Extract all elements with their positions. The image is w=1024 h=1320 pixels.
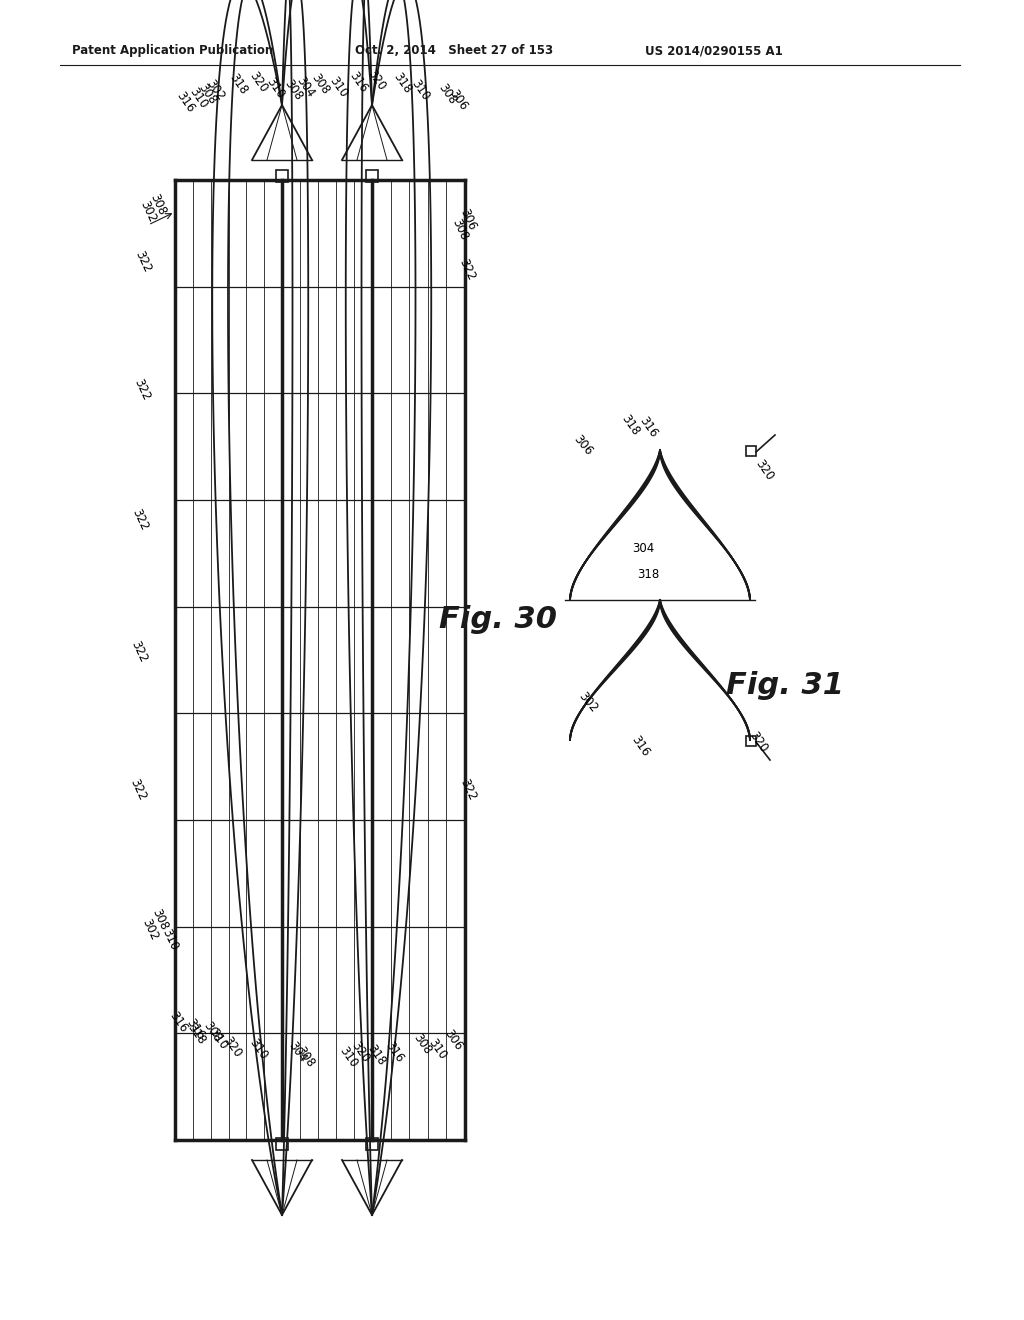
Text: 322: 322 (458, 777, 478, 803)
Text: 318: 318 (226, 71, 250, 96)
Text: 318: 318 (184, 1022, 208, 1047)
Text: 310: 310 (409, 77, 432, 103)
Text: 310: 310 (425, 1036, 449, 1061)
Text: 310: 310 (160, 927, 180, 953)
Bar (276, 170, 288, 182)
Text: 302: 302 (137, 199, 159, 224)
Text: 322: 322 (132, 249, 154, 275)
Text: 310: 310 (336, 1044, 359, 1069)
Text: 308: 308 (282, 77, 305, 103)
Text: 302: 302 (139, 917, 161, 942)
Text: 304: 304 (632, 541, 654, 554)
Text: 320: 320 (220, 1034, 244, 1060)
Text: 308: 308 (308, 71, 332, 96)
Text: 308: 308 (411, 1031, 434, 1057)
Text: 322: 322 (457, 257, 477, 282)
Text: 304: 304 (286, 1039, 308, 1065)
Text: 318: 318 (618, 412, 642, 438)
Text: 308: 308 (450, 218, 471, 243)
Text: 318: 318 (365, 1043, 388, 1068)
Text: 316: 316 (183, 1016, 207, 1041)
Text: Oct. 2, 2014   Sheet 27 of 153: Oct. 2, 2014 Sheet 27 of 153 (355, 44, 553, 57)
Text: 308: 308 (435, 82, 459, 107)
Text: 308: 308 (196, 82, 219, 107)
Text: 316: 316 (166, 1008, 189, 1035)
Text: 318: 318 (390, 70, 414, 96)
Text: 322: 322 (131, 378, 153, 403)
Text: Fig. 30: Fig. 30 (439, 606, 557, 635)
Text: 306: 306 (446, 87, 470, 112)
Text: 308: 308 (293, 1044, 316, 1069)
Bar (746, 737, 756, 746)
Text: 310: 310 (327, 74, 350, 100)
Text: 316: 316 (636, 414, 659, 440)
Text: 320: 320 (753, 457, 776, 483)
Text: 308: 308 (147, 193, 169, 218)
Text: 302: 302 (204, 77, 226, 103)
Text: 320: 320 (247, 69, 269, 95)
Text: 316: 316 (173, 90, 197, 115)
Text: 310: 310 (186, 86, 210, 111)
Text: 310: 310 (206, 1026, 229, 1052)
Text: 322: 322 (127, 777, 148, 803)
Text: 304: 304 (293, 74, 316, 100)
Text: 308: 308 (150, 907, 171, 933)
Text: 316: 316 (382, 1039, 406, 1065)
Text: 302: 302 (575, 689, 600, 714)
Text: 308: 308 (201, 1019, 223, 1045)
Bar (276, 1138, 288, 1150)
Bar (366, 1138, 378, 1150)
Text: 306: 306 (570, 432, 595, 458)
Text: 322: 322 (128, 639, 150, 665)
Text: 310: 310 (247, 1036, 269, 1061)
Text: 316: 316 (629, 733, 651, 759)
Text: Fig. 31: Fig. 31 (726, 671, 844, 700)
Text: 320: 320 (746, 729, 770, 755)
Text: US 2014/0290155 A1: US 2014/0290155 A1 (645, 44, 782, 57)
Text: 318: 318 (637, 569, 659, 582)
Text: 316: 316 (346, 69, 370, 95)
Text: 320: 320 (365, 67, 388, 92)
Bar (366, 170, 378, 182)
Text: 306: 306 (458, 207, 478, 232)
Text: 310: 310 (263, 75, 287, 100)
Text: 306: 306 (441, 1027, 465, 1053)
Bar (746, 446, 756, 455)
Text: Patent Application Publication: Patent Application Publication (72, 44, 273, 57)
Text: 322: 322 (129, 507, 151, 533)
Text: 320: 320 (348, 1039, 372, 1065)
